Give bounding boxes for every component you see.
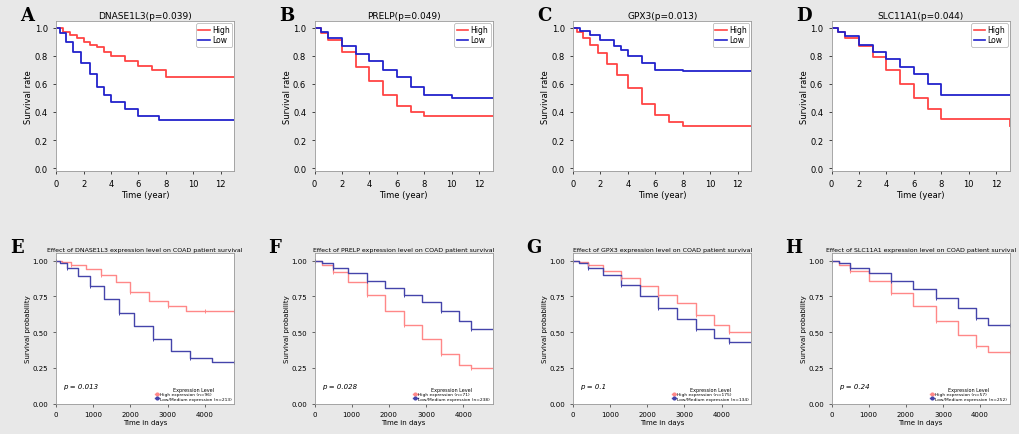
Legend: High expression (n=175), Low/Medium expression (n=134): High expression (n=175), Low/Medium expr… xyxy=(669,385,750,403)
X-axis label: Time (year): Time (year) xyxy=(121,190,169,199)
Text: p = 0.013: p = 0.013 xyxy=(63,383,98,388)
Legend: High expression (n=71), Low/Medium expression (n=238): High expression (n=71), Low/Medium expre… xyxy=(411,385,491,403)
Y-axis label: Survival probability: Survival probability xyxy=(542,295,548,362)
Text: E: E xyxy=(10,239,23,257)
Text: p = 0.1: p = 0.1 xyxy=(580,383,605,388)
Title: PRELP(p=0.049): PRELP(p=0.049) xyxy=(367,12,440,21)
Legend: High, Low: High, Low xyxy=(454,24,490,48)
Y-axis label: Survival rate: Survival rate xyxy=(282,70,291,123)
Text: C: C xyxy=(537,7,551,25)
Y-axis label: Survival probability: Survival probability xyxy=(283,295,289,362)
Legend: High, Low: High, Low xyxy=(196,24,232,48)
Title: Effect of GPX3 expression level on COAD patient survival: Effect of GPX3 expression level on COAD … xyxy=(572,247,751,252)
Y-axis label: Survival rate: Survival rate xyxy=(24,70,33,123)
Text: B: B xyxy=(278,7,293,25)
X-axis label: Time (year): Time (year) xyxy=(896,190,944,199)
Title: Effect of SLC11A1 expression level on COAD patient survival: Effect of SLC11A1 expression level on CO… xyxy=(824,247,1015,252)
Title: GPX3(p=0.013): GPX3(p=0.013) xyxy=(627,12,697,21)
Text: D: D xyxy=(795,7,811,25)
Legend: High expression (n=57), Low/Medium expression (n=252): High expression (n=57), Low/Medium expre… xyxy=(927,385,1008,403)
Text: H: H xyxy=(785,239,801,257)
Y-axis label: Survival rate: Survival rate xyxy=(540,70,549,123)
X-axis label: Time in days: Time in days xyxy=(123,419,167,424)
Title: SLC11A1(p=0.044): SLC11A1(p=0.044) xyxy=(876,12,963,21)
X-axis label: Time in days: Time in days xyxy=(639,419,684,424)
Text: p = 0.24: p = 0.24 xyxy=(838,383,868,388)
X-axis label: Time (year): Time (year) xyxy=(637,190,686,199)
Y-axis label: Survival probability: Survival probability xyxy=(800,295,806,362)
Legend: High, Low: High, Low xyxy=(970,24,1007,48)
Y-axis label: Survival rate: Survival rate xyxy=(799,70,808,123)
Y-axis label: Survival probability: Survival probability xyxy=(25,295,32,362)
X-axis label: Time (year): Time (year) xyxy=(379,190,428,199)
Title: DNASE1L3(p=0.039): DNASE1L3(p=0.039) xyxy=(98,12,192,21)
X-axis label: Time in days: Time in days xyxy=(381,419,426,424)
Title: Effect of PRELP expression level on COAD patient survival: Effect of PRELP expression level on COAD… xyxy=(313,247,494,252)
Title: Effect of DNASE1L3 expression level on COAD patient survival: Effect of DNASE1L3 expression level on C… xyxy=(48,247,243,252)
Text: p = 0.028: p = 0.028 xyxy=(321,383,357,388)
Legend: High, Low: High, Low xyxy=(712,24,748,48)
Legend: High expression (n=96), Low/Medium expression (n=213): High expression (n=96), Low/Medium expre… xyxy=(153,385,233,403)
Text: A: A xyxy=(20,7,35,25)
Text: F: F xyxy=(268,239,281,257)
Text: G: G xyxy=(526,239,541,257)
X-axis label: Time in days: Time in days xyxy=(898,419,942,424)
